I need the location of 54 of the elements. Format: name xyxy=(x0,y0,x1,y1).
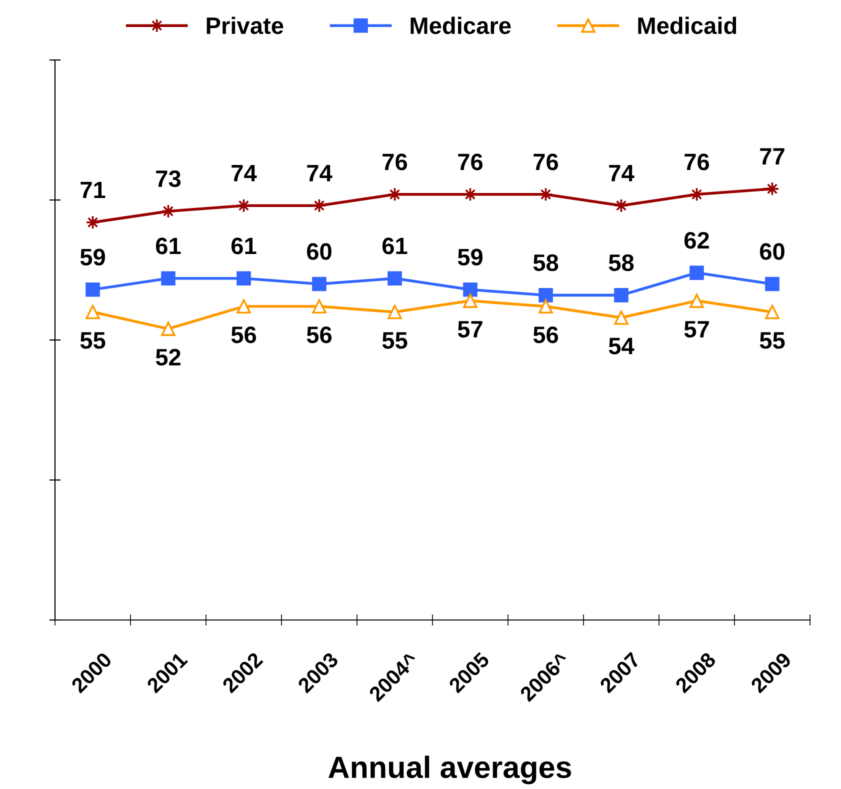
data-label: 58 xyxy=(533,254,558,272)
point xyxy=(538,299,553,314)
point xyxy=(765,276,780,292)
point xyxy=(690,294,704,308)
data-label: 71 xyxy=(80,182,106,198)
data-label: 55 xyxy=(382,332,408,349)
legend-label: Medicaid xyxy=(638,16,736,34)
data-label: 57 xyxy=(684,321,709,338)
data-label: 52 xyxy=(156,348,180,366)
data-label: 57 xyxy=(458,321,482,338)
data-label: 74 xyxy=(609,165,634,182)
point xyxy=(236,271,251,286)
data-label: 74 xyxy=(232,165,257,182)
point xyxy=(614,288,628,302)
x-axis-title: Annual averages xyxy=(328,756,572,784)
data-label: 73 xyxy=(156,170,181,188)
data-label: 59 xyxy=(458,248,483,266)
data-label: 61 xyxy=(231,238,256,254)
data-label: 76 xyxy=(382,154,408,170)
data-label: 76 xyxy=(458,154,483,170)
point xyxy=(161,322,176,336)
data-label: 55 xyxy=(80,332,106,349)
legend-label: Private xyxy=(206,16,284,34)
data-label: 56 xyxy=(306,326,332,344)
point xyxy=(538,288,553,302)
data-label: 61 xyxy=(156,238,181,254)
data-label: 59 xyxy=(80,248,106,266)
point xyxy=(463,282,478,297)
data-label: 58 xyxy=(608,254,634,272)
point xyxy=(86,282,100,297)
data-label: 60 xyxy=(306,243,332,260)
point xyxy=(236,299,251,314)
point xyxy=(614,310,628,325)
data-label: 76 xyxy=(534,154,558,170)
data-label: 62 xyxy=(684,232,709,249)
data-label: 61 xyxy=(382,238,408,254)
point xyxy=(312,276,326,292)
point xyxy=(388,304,402,320)
point xyxy=(161,271,176,286)
data-label: 77 xyxy=(760,148,784,164)
data-label: 54 xyxy=(608,338,634,354)
point xyxy=(463,294,478,308)
point xyxy=(86,304,100,320)
data-label: 56 xyxy=(231,326,256,344)
point xyxy=(388,271,402,286)
data-label: 76 xyxy=(684,154,710,170)
point xyxy=(690,266,704,280)
data-label: 55 xyxy=(760,332,785,349)
data-label: 74 xyxy=(307,165,332,182)
data-label: 56 xyxy=(533,326,558,344)
point xyxy=(312,299,326,314)
point xyxy=(765,304,780,320)
data-label: 60 xyxy=(760,243,784,260)
legend-label: Medicare xyxy=(410,16,511,34)
